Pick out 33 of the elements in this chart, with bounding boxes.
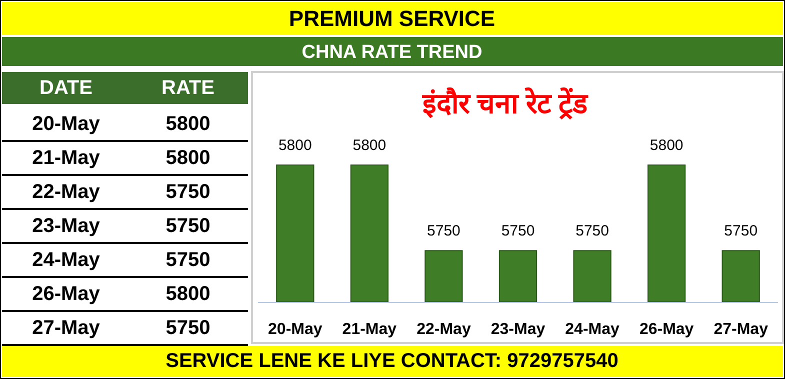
category-label: 24-May <box>32 249 100 271</box>
text: DATE <box>40 77 92 99</box>
text: 5800 <box>166 113 210 135</box>
x-tick-label: 27-May <box>714 321 768 338</box>
category-label: 20-May <box>32 113 100 135</box>
data-label: 5750 <box>576 222 609 240</box>
category-label: 21-May <box>32 147 100 169</box>
x-tick-label: 26-May <box>639 321 694 338</box>
text: 5750 <box>166 215 210 237</box>
text: SERVICE LENE KE LIYE CONTACT: 9729757540 <box>166 350 618 372</box>
category-label: 22-May <box>32 181 100 203</box>
text: 5750 <box>166 181 210 203</box>
text: 5750 <box>166 249 210 271</box>
data-label: 5800 <box>352 137 386 154</box>
text: 5800 <box>166 147 210 169</box>
text: 5800 <box>166 283 210 305</box>
data-label: 5800 <box>650 137 684 154</box>
data-label: 5750 <box>501 222 535 240</box>
data-label: 5800 <box>278 137 312 154</box>
x-tick-label: 20-May <box>268 321 322 338</box>
text: 5750 <box>166 317 210 339</box>
category-label: 26-May <box>32 283 100 305</box>
x-tick-label: 24-May <box>565 321 620 338</box>
x-tick-label: 23-May <box>490 321 546 338</box>
category-label: 23-May <box>32 215 100 237</box>
x-tick-label: 21-May <box>342 321 397 338</box>
x-tick-label: 22-May <box>416 321 471 338</box>
data-label: 5750 <box>427 222 460 240</box>
data-label: 5750 <box>724 222 758 240</box>
text: PREMIUM SERVICE <box>288 6 496 31</box>
text: CHNA RATE TREND <box>302 42 482 63</box>
chart-title: इंदौर चना रेट ट्रेंड <box>421 87 589 120</box>
text: RATE <box>162 77 214 99</box>
